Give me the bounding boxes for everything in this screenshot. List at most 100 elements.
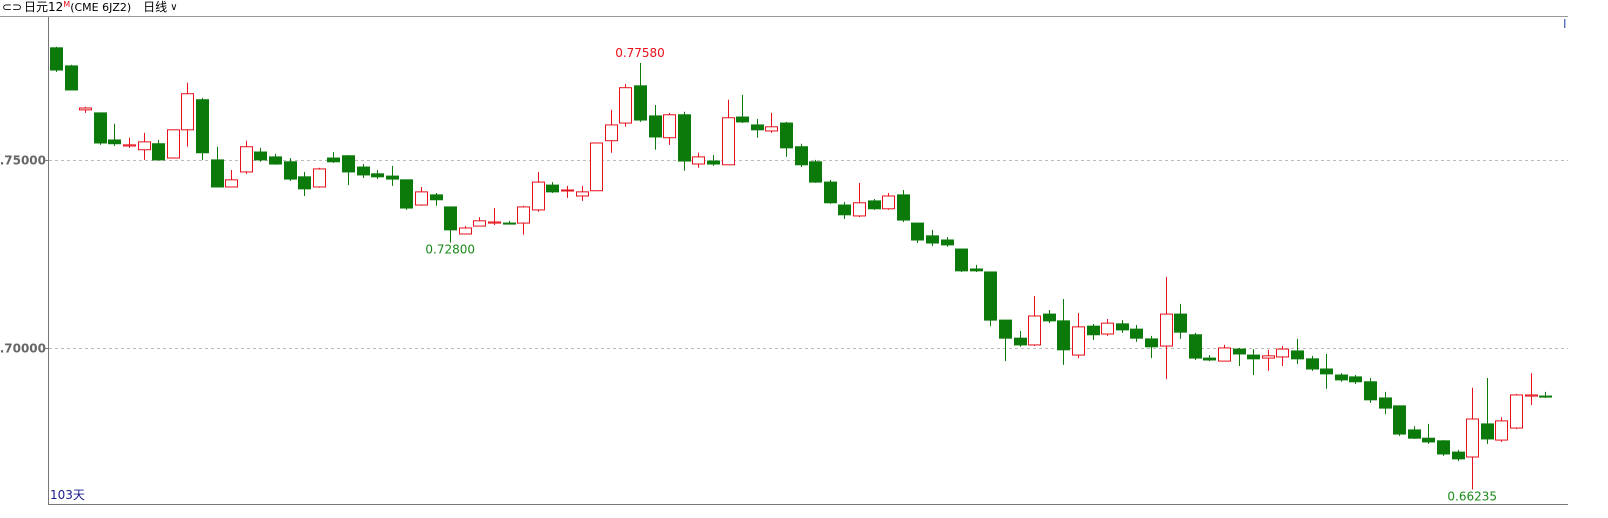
candle-body <box>1233 348 1246 355</box>
candle-body <box>108 139 121 145</box>
candle-body <box>649 115 662 138</box>
candle-body <box>138 141 151 151</box>
candle-body <box>1306 358 1319 370</box>
y-tick-label: 0.75000 <box>0 154 46 168</box>
candle-body <box>1130 328 1143 339</box>
candle-body <box>1335 374 1348 381</box>
candle-body <box>1218 347 1231 362</box>
candle-body <box>488 221 501 224</box>
candle-body <box>1364 381 1377 401</box>
candle-body <box>269 156 282 165</box>
period-selector[interactable]: 日线 <box>143 0 168 14</box>
candle-body <box>459 227 472 235</box>
candle-body <box>1379 397 1392 409</box>
candle-body <box>152 143 165 161</box>
y-tick-label: 0.70000 <box>0 342 46 356</box>
candle-body <box>1247 354 1260 360</box>
candle-body <box>430 194 443 201</box>
candle-body <box>1043 313 1056 322</box>
candle-body <box>1145 338 1158 348</box>
candle-body <box>357 166 370 176</box>
candle-body <box>1510 394 1523 429</box>
candle-body <box>517 206 530 224</box>
candle-body <box>1116 323 1129 331</box>
candle-body <box>1408 429 1421 439</box>
candle-body <box>853 202 866 217</box>
candle-body <box>1101 322 1114 335</box>
candle-body <box>1189 334 1202 359</box>
candle-body <box>327 157 340 163</box>
candle-body <box>736 116 749 123</box>
chart-header: ⊂⊃ 日元12M(CME 6JZ2) 日线 ∨ <box>0 0 1608 16</box>
candle-body <box>254 151 267 161</box>
candle-body <box>926 235 939 244</box>
candle-body <box>1495 420 1508 441</box>
contract-code: (CME 6JZ2) <box>70 1 132 14</box>
candle-body <box>1014 337 1027 346</box>
candle-body <box>298 176 311 190</box>
link-icon: ⊂⊃ <box>2 0 23 14</box>
candle-body <box>313 168 326 188</box>
candle-body <box>955 248 968 272</box>
candle-body <box>722 117 735 166</box>
candle-body <box>765 126 778 132</box>
candle-body <box>196 99 209 154</box>
candle-body <box>400 179 413 209</box>
candle-body <box>984 271 997 321</box>
candle-body <box>868 200 881 210</box>
candle-body <box>123 144 136 147</box>
candle-body <box>342 155 355 173</box>
candle-body <box>1525 394 1538 397</box>
candle-body <box>65 65 78 91</box>
corner-mark: I <box>1563 17 1567 31</box>
candle-body <box>1087 325 1100 336</box>
candle-body <box>181 93 194 131</box>
extreme-label: 0.72800 <box>425 243 475 257</box>
candle-body <box>576 191 589 197</box>
candle-body <box>678 114 691 162</box>
symbol: 日元12 <box>24 0 64 14</box>
candle-body <box>634 85 647 121</box>
candle-body <box>167 129 180 159</box>
candle-body <box>240 146 253 173</box>
extreme-label: 0.66235 <box>1447 490 1497 504</box>
day-count: 103天 <box>50 488 85 502</box>
candle-body <box>1291 350 1304 360</box>
candle-body <box>911 222 924 241</box>
candle-body <box>838 204 851 216</box>
candle-body <box>1174 313 1187 333</box>
candle-body <box>897 194 910 221</box>
candle-body <box>707 160 720 165</box>
candle-body <box>225 179 238 188</box>
candle-body <box>503 222 516 225</box>
candle-body <box>1437 440 1450 455</box>
candle-body <box>1422 437 1435 443</box>
candle-body <box>824 181 837 204</box>
candle-body <box>1262 355 1275 359</box>
superscript: M <box>63 0 71 9</box>
candle-body <box>1481 423 1494 440</box>
candle-body <box>1349 376 1362 383</box>
candle-body <box>211 159 224 188</box>
candle-body <box>970 268 983 272</box>
candle-body <box>444 206 457 231</box>
candle-body <box>532 181 545 211</box>
candle-body <box>1539 395 1552 398</box>
candle-body <box>1452 451 1465 460</box>
candle-body <box>386 175 399 180</box>
extreme-label: 0.77580 <box>615 46 665 60</box>
candle-body <box>809 161 822 183</box>
candle-body <box>1072 326 1085 356</box>
candle-body <box>284 161 297 180</box>
candle-body <box>94 112 107 144</box>
dropdown-arrow[interactable]: ∨ <box>170 2 178 13</box>
candle-body <box>1320 368 1333 375</box>
candle-body <box>663 114 676 139</box>
candle-body <box>1203 357 1216 361</box>
candle-body <box>605 124 618 142</box>
candle-body <box>751 124 764 131</box>
candle-body <box>999 319 1012 339</box>
candle-body <box>50 47 63 71</box>
